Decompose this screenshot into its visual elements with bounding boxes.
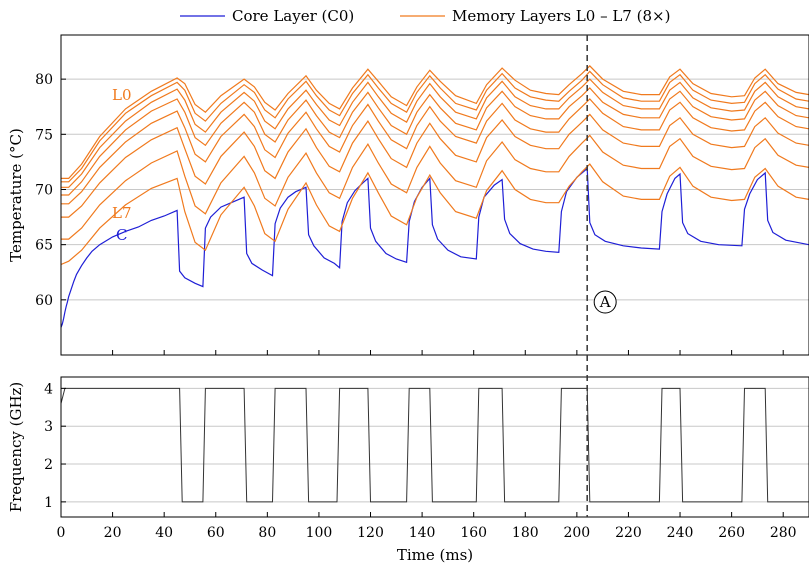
marker-a-circle (593, 290, 617, 314)
x-tick-label: 200 (563, 525, 590, 541)
temperature-y-tick-label: 70 (35, 182, 53, 198)
x-tick-label: 160 (460, 525, 487, 541)
temperature-grid (61, 78, 809, 301)
x-tick-label: 100 (306, 525, 333, 541)
x-tick-label: 80 (258, 525, 276, 541)
series-memory-l0-line (61, 65, 809, 179)
legend: Core Layer (C0) Memory Layers L0 – L7 (8… (180, 7, 670, 25)
x-axis-label: Time (ms) (397, 546, 473, 564)
x-tick-label: 60 (207, 525, 225, 541)
annotation-l7: L7 (112, 204, 132, 222)
series-core-line (60, 167, 809, 328)
x-ticks: 0 20 40 60 80 100 120 140 160 180 200 220 240 260 280 (57, 350, 797, 541)
legend-core-label: Core Layer (C0) (232, 7, 354, 25)
x-tick-label: 240 (667, 525, 694, 541)
temperature-plot-frame (60, 34, 809, 356)
legend-memory-label: Memory Layers L0 – L7 (8×) (452, 7, 670, 25)
marker-a-label: A (599, 293, 611, 311)
annotation-core: C (116, 226, 127, 244)
temperature-y-tick-label: 80 (35, 72, 53, 88)
x-tick-label: 180 (512, 525, 539, 541)
frequency-y-tick-label: 1 (44, 495, 53, 511)
x-tick-label: 260 (718, 525, 745, 541)
frequency-series (60, 387, 809, 503)
series-memory-l2-line (61, 78, 809, 188)
x-tick-label: 20 (104, 525, 122, 541)
x-tick-label: 0 (57, 525, 66, 541)
series-memory-l3-line (61, 87, 809, 196)
frequency-y-axis-label: Frequency (GHz) (7, 382, 25, 513)
temperature-y-tick-label: 75 (35, 127, 53, 143)
series-memory-l6-line (61, 134, 809, 240)
temperature-y-ticks: 60 65 70 75 80 (35, 72, 66, 309)
frequency-y-tick-label: 4 (44, 381, 53, 397)
temperature-panel: 60 65 70 75 80 Temperature (°C) L0 L7 C (7, 34, 809, 356)
frequency-y-ticks: 1 2 3 4 (44, 381, 66, 511)
series-memory-l4-line (61, 98, 809, 205)
series-memory-l1-line (61, 70, 809, 183)
frequency-plot-frame (60, 376, 809, 518)
annotation-l0: L0 (112, 86, 132, 104)
series-memory-l5-line (61, 113, 809, 218)
x-tick-label: 280 (770, 525, 797, 541)
frequency-panel: 1 2 3 4 0 20 40 60 80 100 120 140 160 180 200 220 240 26… (7, 350, 809, 564)
series-memory-l7-line (60, 163, 809, 266)
temperature-series (60, 65, 809, 328)
x-tick-label: 140 (409, 525, 436, 541)
x-tick-label: 40 (155, 525, 173, 541)
frequency-y-tick-label: 3 (44, 419, 53, 435)
temperature-y-axis-label: Temperature (°C) (7, 128, 25, 262)
temperature-y-tick-label: 60 (35, 293, 53, 309)
temperature-y-tick-label: 65 (35, 238, 53, 254)
marker-a: A (586, 35, 617, 517)
x-tick-label: 220 (615, 525, 642, 541)
frequency-grid (61, 387, 809, 503)
frequency-line (60, 387, 809, 503)
x-tick-label: 120 (357, 525, 384, 541)
frequency-y-tick-label: 2 (44, 457, 53, 473)
